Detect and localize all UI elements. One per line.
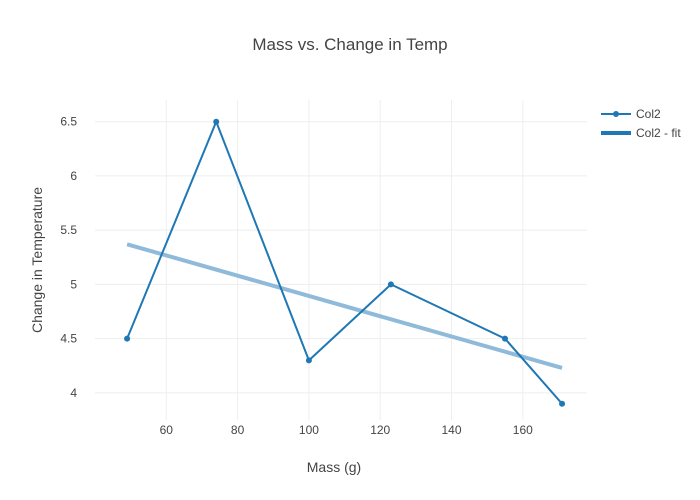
legend-item-col2[interactable]: Col2 (601, 107, 661, 121)
y-axis-title: Change in Temperature (29, 187, 45, 333)
x-tick-label-4: 140 (442, 423, 462, 437)
data-point-3[interactable] (387, 281, 394, 288)
legend-label-col2: Col2 (636, 107, 661, 121)
y-tick-label-2: 5 (70, 277, 77, 291)
x-tick-label-3: 120 (370, 423, 390, 437)
y-tick-label-0: 4 (70, 386, 77, 400)
grid-layer (95, 100, 587, 420)
legend-item-col2-fit[interactable]: Col2 - fit (601, 126, 681, 140)
y-tick-label-5: 6.5 (60, 115, 77, 129)
data-point-5[interactable] (559, 400, 566, 407)
x-tick-label-5: 160 (513, 423, 533, 437)
x-axis-title: Mass (g) (307, 459, 361, 475)
data-point-2[interactable] (305, 357, 312, 364)
y-tick-label-3: 5.5 (60, 223, 77, 237)
x-tick-label-0: 60 (160, 423, 174, 437)
tick-layer: 60 80 100 120 140 160 4 4.5 5 5.5 6 6.5 (60, 115, 533, 437)
y-tick-label-4: 6 (70, 169, 77, 183)
legend-marker-col2 (613, 111, 619, 117)
data-point-1[interactable] (213, 118, 220, 125)
series-line-col2 (126, 120, 563, 405)
y-tick-label-1: 4.5 (60, 332, 77, 346)
series-layer (124, 118, 566, 407)
legend[interactable]: Col2 Col2 - fit (601, 107, 681, 140)
data-point-0[interactable] (124, 335, 131, 342)
x-tick-label-2: 100 (299, 423, 319, 437)
x-tick-label-1: 80 (231, 423, 245, 437)
data-point-4[interactable] (502, 335, 508, 342)
chart-title: Mass vs. Change in Temp (252, 35, 447, 54)
legend-label-col2-fit: Col2 - fit (636, 126, 681, 140)
series-line-col2-fit (126, 242, 563, 370)
